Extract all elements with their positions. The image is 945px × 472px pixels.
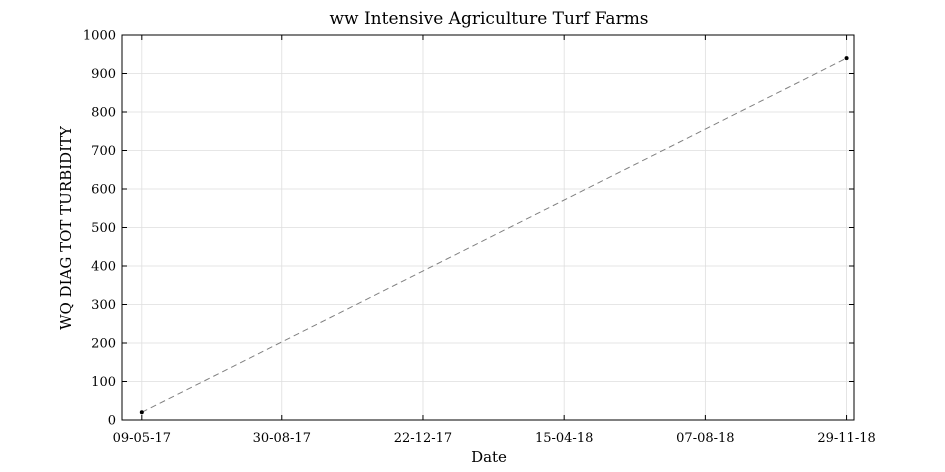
x-tick-label: 07-08-18: [676, 431, 734, 446]
x-axis-label: Date: [471, 448, 507, 466]
series-line: [141, 57, 847, 413]
x-tick-label: 15-04-18: [535, 431, 593, 446]
y-tick-label: 300: [91, 298, 116, 313]
series: [139, 56, 849, 415]
x-tick-label: 22-12-17: [394, 431, 452, 446]
x-tick-label: 30-08-17: [253, 431, 311, 446]
y-tick-label: 400: [91, 260, 116, 275]
y-tick-label: 500: [91, 221, 116, 236]
y-tick-label: 1000: [83, 29, 116, 44]
y-tick-label: 100: [91, 375, 116, 390]
axis-ticks: 0 100 200 300 400 500 600 700 800 900 1000 09-05-17…: [83, 29, 876, 447]
y-tick-label: 600: [91, 183, 116, 198]
y-tick-label: 200: [91, 337, 116, 352]
y-tick-label: 0: [108, 414, 116, 429]
y-tick-label: 800: [91, 106, 116, 121]
chart-title: ww Intensive Agriculture Turf Farms: [329, 9, 648, 29]
data-point: [844, 56, 849, 61]
x-tick-label: 09-05-17: [113, 431, 171, 446]
x-tick-label: 29-11-18: [817, 431, 875, 446]
y-tick-label: 700: [91, 144, 116, 159]
y-axis-label: WQ DIAG TOT TURBIDITY: [57, 125, 75, 330]
data-point: [139, 410, 144, 415]
y-tick-label: 900: [91, 67, 116, 82]
